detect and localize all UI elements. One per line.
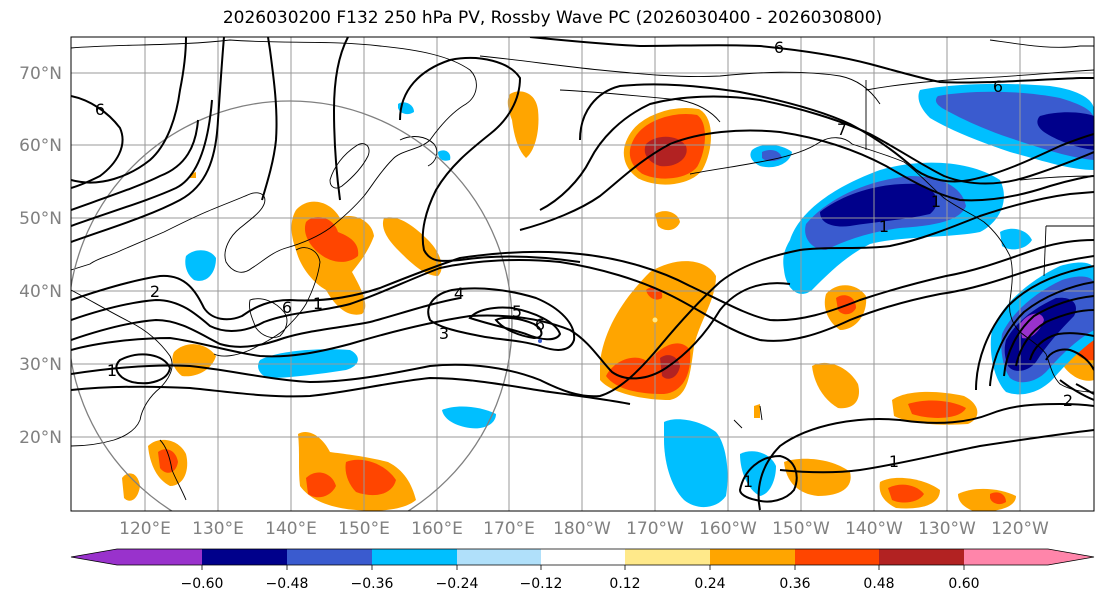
- contour-label: 2: [150, 282, 160, 301]
- lon-label: 140°E: [265, 519, 317, 539]
- contour-label: 3: [439, 324, 449, 343]
- contour-label: 6: [535, 315, 545, 334]
- latitude-labels: 70°N 60°N 50°N 40°N 30°N 20°N: [19, 64, 62, 448]
- colorbar-segment: [879, 549, 964, 565]
- marker-dot: [652, 317, 658, 323]
- lon-label: 170°E: [483, 519, 535, 539]
- colorbar-tick-label: 0.48: [863, 576, 894, 592]
- lon-label: 130°W: [918, 519, 976, 539]
- contour-label: 1: [931, 192, 941, 211]
- contour-label: 1: [313, 294, 323, 313]
- lon-label: 120°W: [991, 519, 1049, 539]
- lat-label: 20°N: [19, 428, 62, 448]
- colorbar-tick-label: 0.12: [609, 576, 640, 592]
- colorbar-tick-label: 0.60: [948, 576, 979, 592]
- lon-label: 120°E: [119, 519, 171, 539]
- contour-label: 7: [837, 120, 847, 139]
- contour-label: 5: [512, 302, 522, 321]
- colorbar-tick-label: −0.24: [436, 576, 479, 592]
- contour-label: 1: [879, 217, 889, 236]
- colorbar-tick-label: −0.12: [520, 576, 563, 592]
- lon-label: 140°W: [845, 519, 903, 539]
- marker-dot: [538, 339, 542, 343]
- map-figure: 6 6 6 7 1 4 5 6 3 1 2 1 1 1 2 6 1 70°N 6…: [0, 0, 1105, 604]
- colorbar-segment: [372, 549, 457, 565]
- colorbar-extend-low: [71, 549, 117, 565]
- lat-label: 50°N: [19, 209, 62, 229]
- lat-label: 70°N: [19, 64, 62, 84]
- colorbar-tick-label: 0.36: [779, 576, 810, 592]
- colorbar-segment: [202, 549, 287, 565]
- colorbar-segment: [625, 549, 710, 565]
- lat-label: 60°N: [19, 136, 62, 156]
- contour-label: 1: [889, 452, 899, 471]
- lon-label: 130°E: [192, 519, 244, 539]
- colorbar-tick-label: −0.36: [351, 576, 394, 592]
- colorbar-segment: [117, 549, 202, 565]
- colorbar-segment: [964, 549, 1048, 565]
- colorbar-tick-label: 0.24: [694, 576, 725, 592]
- lon-label: 180°W: [553, 519, 611, 539]
- lon-label: 160°W: [699, 519, 757, 539]
- colorbar-tick-label: −0.60: [181, 576, 224, 592]
- colorbar-segment: [287, 549, 372, 565]
- colorbar-extend-high: [1048, 549, 1094, 565]
- contour-label: 6: [95, 100, 105, 119]
- contour-label: 6: [993, 77, 1003, 96]
- colorbar-segment: [541, 549, 625, 565]
- colorbar-tick-label: −0.48: [266, 576, 309, 592]
- contour-label: 1: [743, 472, 753, 491]
- contour-label: 6: [774, 38, 784, 57]
- colorbar: −0.60 −0.48 −0.36 −0.24 −0.12 0.12 0.24 …: [71, 549, 1094, 592]
- colorbar-segment: [795, 549, 879, 565]
- contour-label: 4: [454, 284, 464, 303]
- colorbar-segment: [457, 549, 541, 565]
- lat-label: 40°N: [19, 282, 62, 302]
- lon-label: 160°E: [411, 519, 463, 539]
- lat-label: 30°N: [19, 355, 62, 375]
- contour-label: 6: [282, 298, 292, 317]
- lon-label: 170°W: [626, 519, 684, 539]
- longitude-labels: 120°E 130°E 140°E 150°E 160°E 170°E 180°…: [119, 519, 1049, 539]
- lon-label: 150°E: [338, 519, 390, 539]
- lon-label: 150°W: [772, 519, 830, 539]
- colorbar-segment: [710, 549, 795, 565]
- contour-label: 2: [1063, 391, 1073, 410]
- colorbar-ticks: [202, 565, 964, 570]
- contour-label: 1: [107, 361, 117, 380]
